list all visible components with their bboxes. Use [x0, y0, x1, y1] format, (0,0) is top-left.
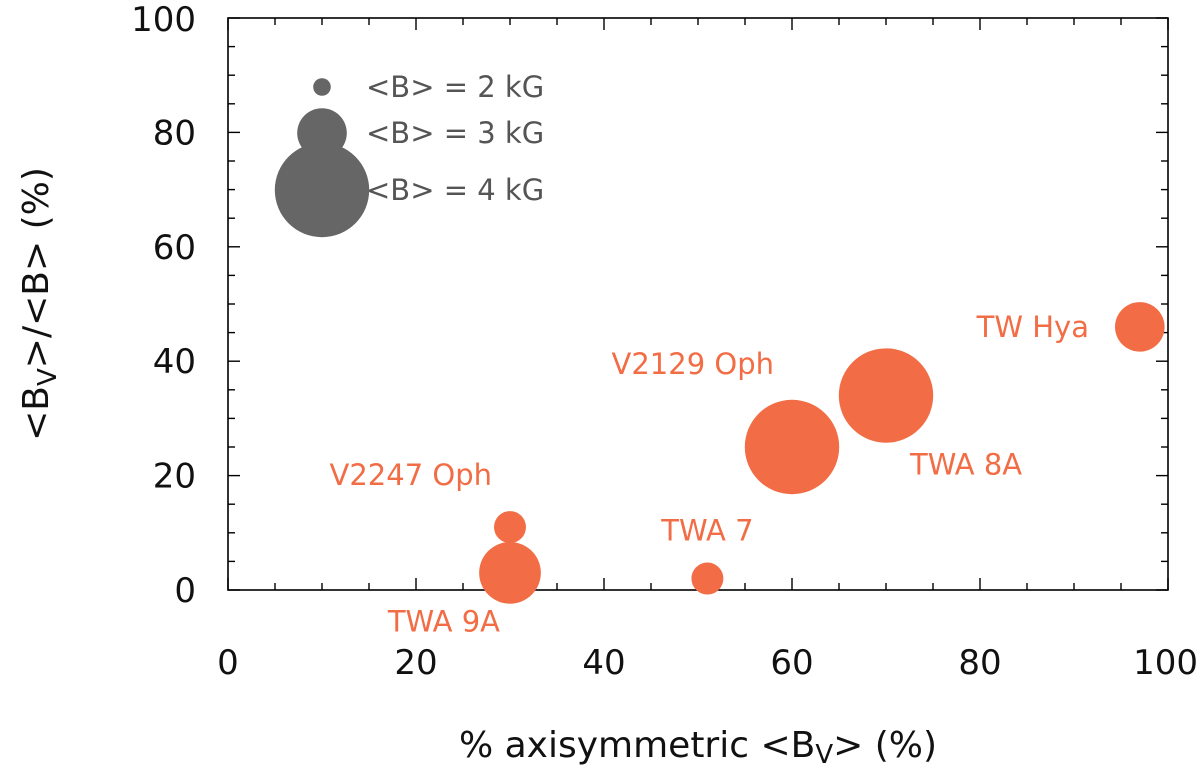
x-tick-label: 40: [582, 643, 625, 683]
y-tick-label: 0: [174, 571, 196, 611]
legend-label: <B> = 3 kG: [366, 116, 544, 150]
x-tick-label: 0: [217, 643, 239, 683]
y-tick-label: 60: [153, 228, 196, 268]
legend-label: <B> = 2 kG: [366, 70, 544, 104]
data-point-labels: TW Hya TWA 8A V2129 Oph V2247 Oph TWA 9A TWA …: [330, 310, 1089, 639]
data-point-label: TWA 8A: [909, 448, 1022, 482]
x-tick-label: 20: [394, 643, 437, 683]
y-tick-label: 20: [153, 457, 196, 497]
y-tick-labels: 0 20 40 60 80 100: [131, 0, 196, 611]
data-point-label: TW Hya: [976, 310, 1089, 344]
x-tick-label: 100: [1133, 643, 1198, 683]
x-tick-labels: 0 20 40 60 80 100: [217, 643, 1198, 683]
y-tick-label: 80: [153, 113, 196, 153]
legend-marker: [313, 78, 331, 96]
legend-label: <B> = 4 kG: [366, 173, 544, 207]
y-tick-label: 100: [131, 0, 196, 40]
x-tick-label: 80: [958, 643, 1001, 683]
data-point: [479, 541, 541, 604]
data-point: [838, 348, 934, 443]
tick-marks: [227, 17, 1169, 591]
data-point: [691, 562, 724, 595]
data-point-label: V2247 Oph: [330, 458, 492, 492]
legend: <B> = 2 kG <B> = 3 kG <B> = 4 kG: [274, 70, 544, 238]
x-tick-label: 60: [770, 643, 813, 683]
data-point-label: TWA 9A: [387, 605, 500, 639]
y-tick-label: 40: [153, 342, 196, 382]
data-point-label: TWA 7: [660, 514, 753, 548]
data-point: [744, 399, 840, 495]
data-point: [494, 511, 526, 544]
data-point-label: V2129 Oph: [612, 347, 774, 381]
y-axis-title: <BV>/<B> (%): [16, 167, 63, 441]
data-points: [479, 302, 1165, 604]
data-point: [1115, 302, 1165, 352]
x-axis-title: % axisymmetric <BV> (%): [459, 725, 937, 769]
legend-marker: [274, 142, 370, 238]
